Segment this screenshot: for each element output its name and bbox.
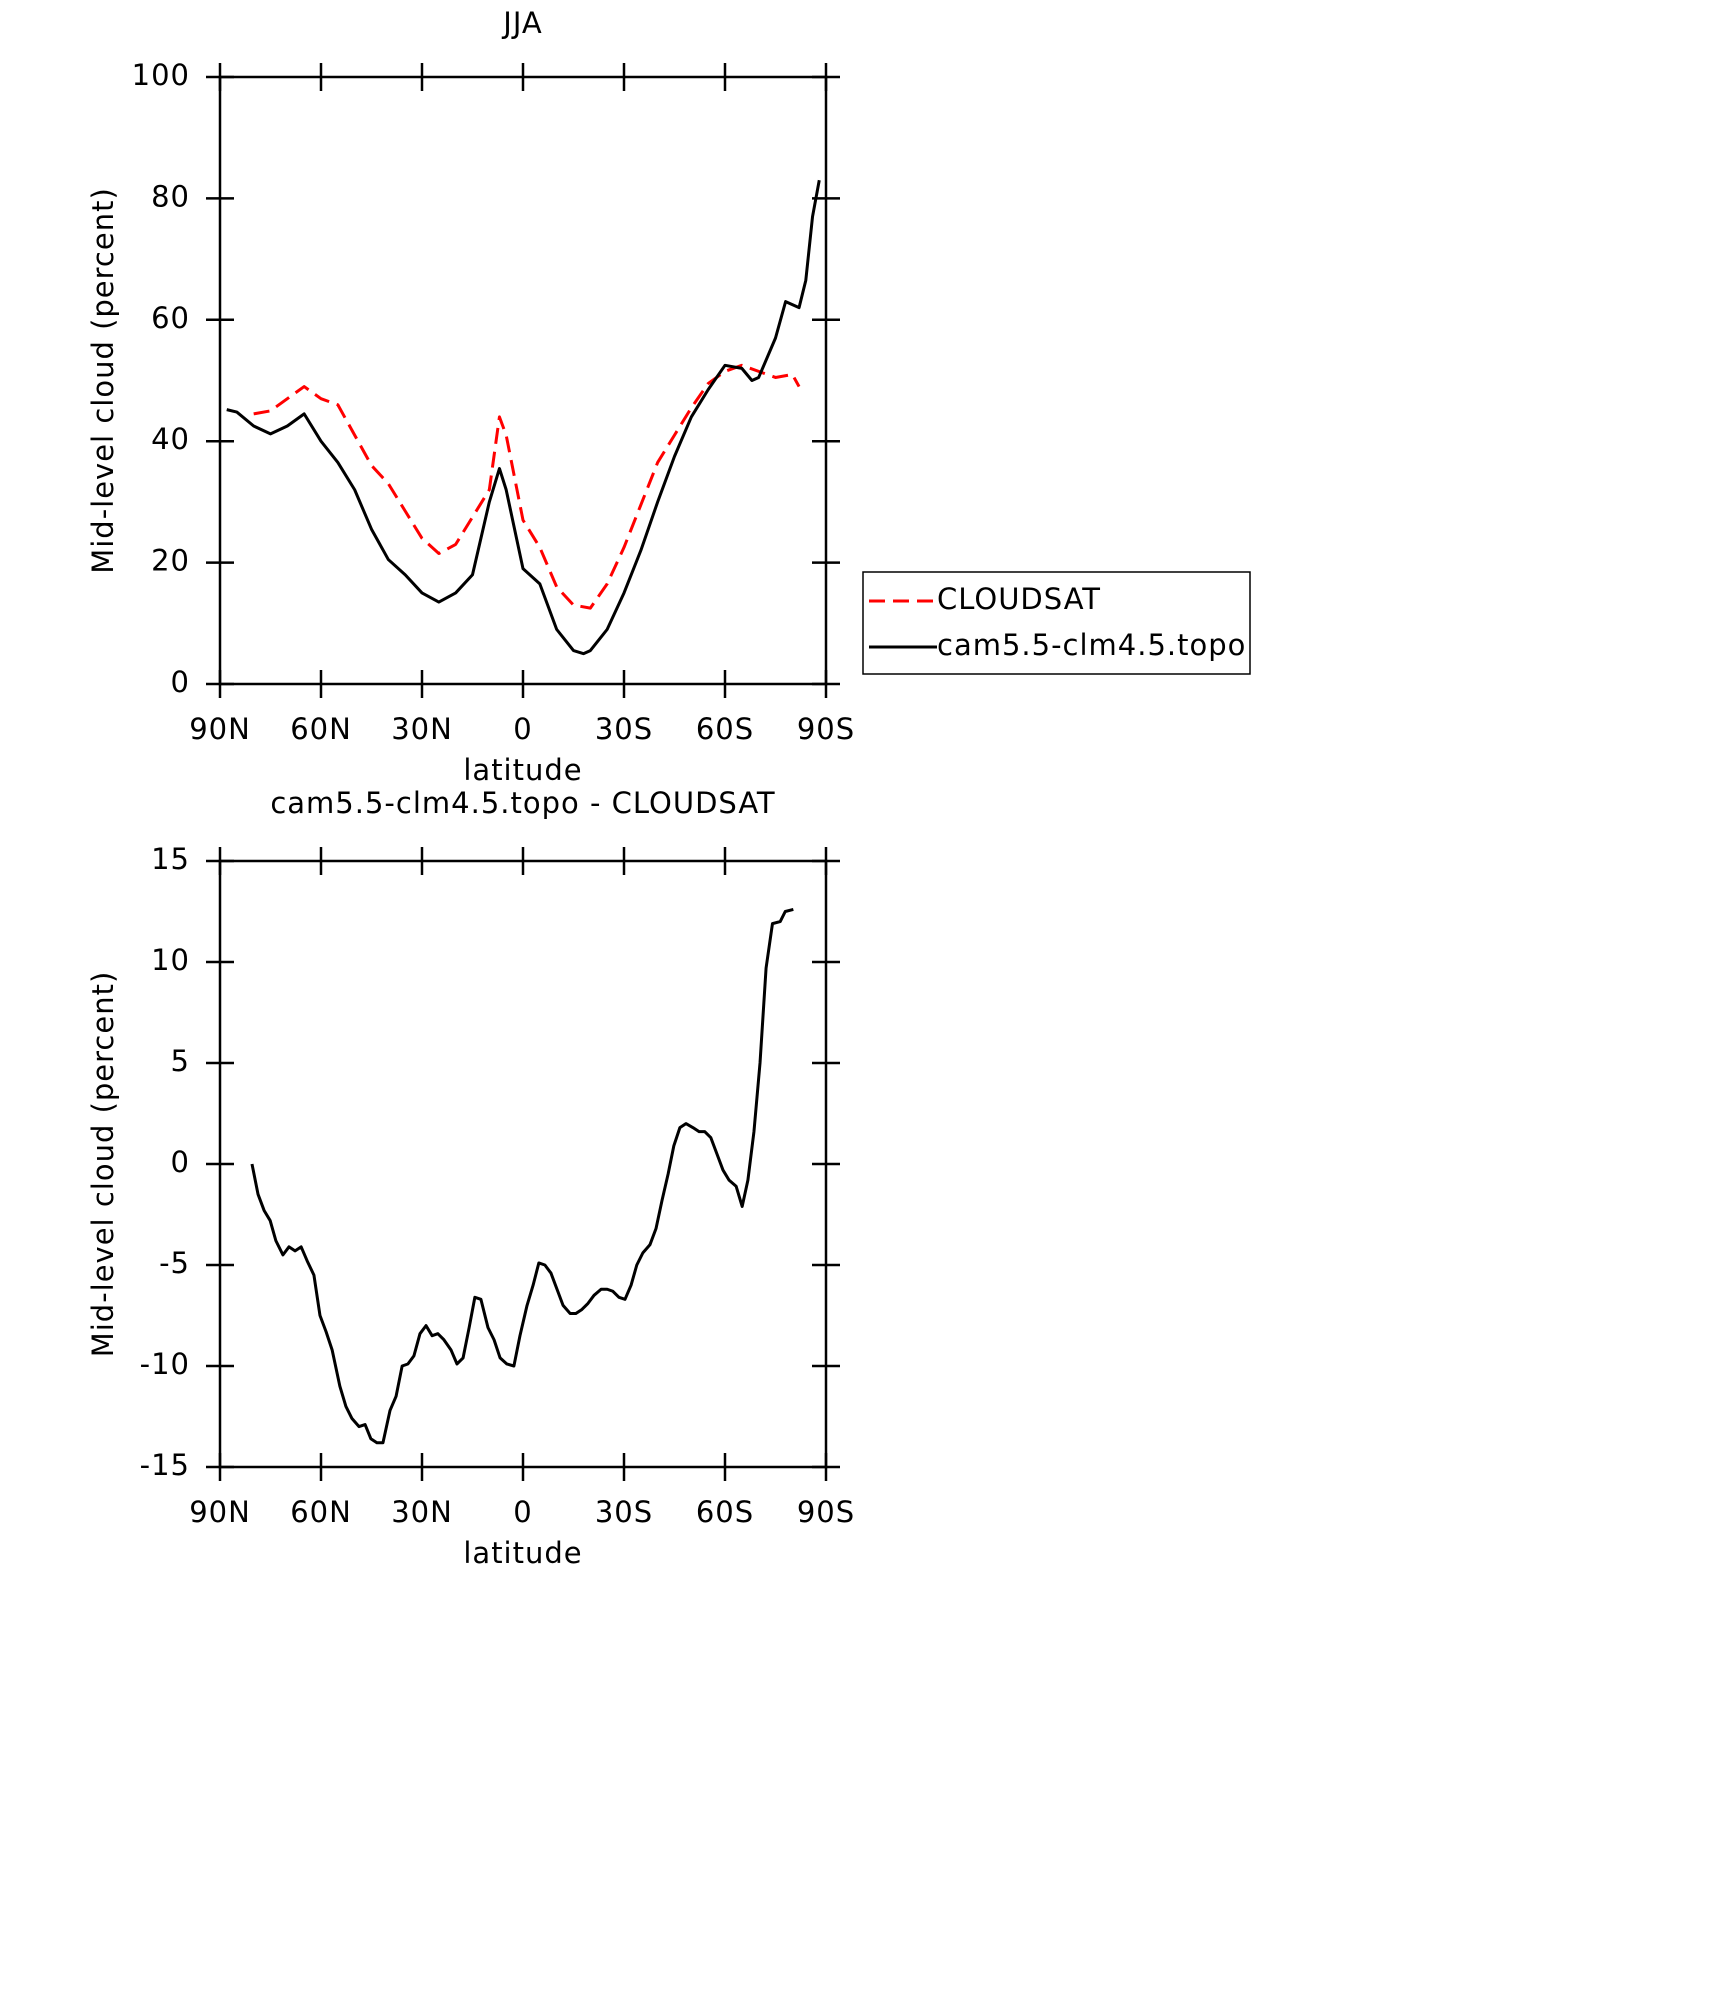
x-tick-label: 60S xyxy=(696,712,754,746)
x-tick-label: 90N xyxy=(189,712,251,746)
y-tick-label: 0 xyxy=(171,1145,190,1179)
y-tick-label: 100 xyxy=(132,58,190,92)
plot-frame xyxy=(218,859,828,1469)
y-axis-label: Mid-level cloud (percent) xyxy=(86,187,120,574)
x-tick-label: 90S xyxy=(797,712,855,746)
plot-frame xyxy=(218,75,828,686)
x-tick-label: 60N xyxy=(290,1495,352,1529)
x-tick-label: 90N xyxy=(189,1495,251,1529)
x-tick-label: 90S xyxy=(797,1495,855,1529)
data-line xyxy=(250,908,794,1445)
y-tick-label: 5 xyxy=(171,1044,190,1078)
y-tick-label: 15 xyxy=(151,842,190,876)
y-tick-label: -15 xyxy=(140,1448,190,1482)
x-tick-label: 30S xyxy=(595,712,653,746)
y-axis-label: Mid-level cloud (percent) xyxy=(86,971,120,1358)
x-tick-label: 60N xyxy=(290,712,352,746)
y-tick-label: -5 xyxy=(159,1246,190,1280)
legend-frame xyxy=(862,571,1251,675)
y-tick-label: 40 xyxy=(151,422,190,456)
legend-label: cam5.5-clm4.5.topo xyxy=(937,628,1246,662)
x-axis-label: latitude xyxy=(463,753,582,787)
x-tick-label: 60S xyxy=(696,1495,754,1529)
x-tick-label: 0 xyxy=(513,1495,532,1529)
y-tick-label: -10 xyxy=(140,1347,190,1381)
y-tick-label: 80 xyxy=(151,179,190,213)
y-tick-label: 10 xyxy=(151,943,190,977)
chart-title: JJA xyxy=(501,6,542,40)
x-tick-label: 30N xyxy=(391,712,453,746)
y-tick-label: 0 xyxy=(171,665,190,699)
y-tick-label: 20 xyxy=(151,544,190,578)
x-axis-label: latitude xyxy=(463,1536,582,1570)
x-tick-label: 0 xyxy=(513,712,532,746)
x-tick-label: 30N xyxy=(391,1495,453,1529)
chart-title: cam5.5-clm4.5.topo - CLOUDSAT xyxy=(270,786,775,820)
x-tick-label: 30S xyxy=(595,1495,653,1529)
legend-label: CLOUDSAT xyxy=(937,582,1101,616)
data-line xyxy=(226,179,821,656)
y-tick-label: 60 xyxy=(151,301,190,335)
